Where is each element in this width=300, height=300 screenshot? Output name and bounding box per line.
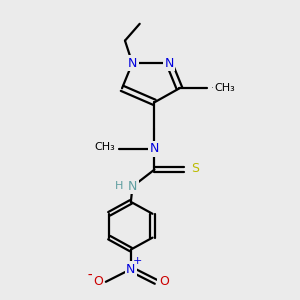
Text: +: +	[133, 256, 142, 266]
Text: O: O	[93, 275, 103, 288]
Text: H: H	[115, 182, 124, 191]
Text: methyl: methyl	[212, 86, 217, 88]
Text: N: N	[128, 180, 137, 193]
Text: O: O	[159, 275, 169, 288]
Text: S: S	[191, 162, 199, 175]
Text: CH₃: CH₃	[94, 142, 115, 152]
Text: N: N	[164, 57, 174, 70]
Text: −: −	[87, 268, 98, 282]
Text: N: N	[128, 57, 137, 70]
Text: N: N	[150, 142, 159, 155]
Text: CH₃: CH₃	[215, 83, 236, 93]
Text: N: N	[126, 263, 136, 276]
